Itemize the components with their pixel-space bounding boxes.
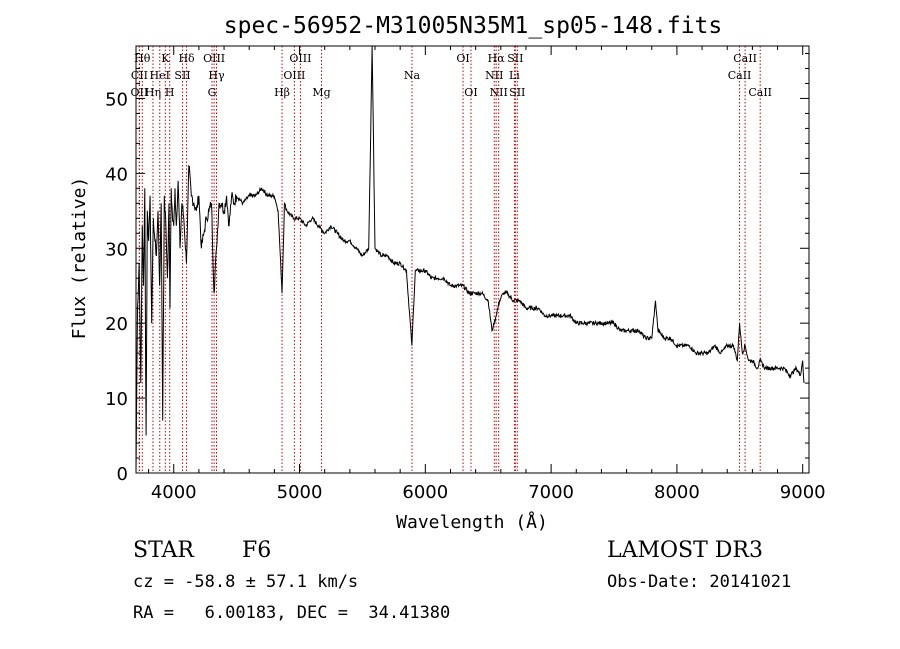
x-tick-label-3: 7000	[528, 482, 574, 503]
line-label-14: OIII	[289, 52, 311, 65]
line-label-15: Mg	[312, 86, 330, 99]
line-label-7: SII	[174, 69, 190, 82]
spectrum-layer	[135, 45, 805, 474]
line-label-9: G	[208, 86, 217, 99]
object-class: STAR	[133, 538, 194, 563]
redshift-velocity: cz = -58.8 ± 57.1 km/s	[133, 572, 359, 592]
spectrum-line	[135, 45, 805, 474]
line-label-26: CaII	[733, 52, 757, 65]
y-axis-label: Flux (relative)	[69, 177, 90, 340]
line-label-20: Hα	[488, 52, 506, 65]
line-label-5: K	[161, 52, 170, 65]
line-label-25: CaII	[728, 69, 752, 82]
line-label-4: HeI	[150, 69, 170, 82]
line-label-2: Hθ	[134, 52, 151, 65]
observation-date: Obs-Date: 20141021	[607, 572, 792, 592]
x-tick-label-5: 9000	[780, 482, 826, 503]
line-label-18: OI	[464, 86, 477, 99]
x-tick-label-1: 5000	[277, 482, 323, 503]
y-tick-label-2: 20	[105, 314, 128, 335]
line-label-17: OI	[456, 52, 469, 65]
line-label-23: Li	[509, 69, 520, 82]
y-tick-label-3: 30	[105, 239, 128, 260]
line-label-13: OIII	[283, 69, 305, 82]
y-tick-label-0: 0	[117, 464, 128, 485]
survey-name: LAMOST DR3	[607, 538, 763, 563]
line-label-0: CII	[131, 69, 148, 82]
line-label-11: Hγ	[208, 69, 225, 82]
line-label-10: OIII	[203, 52, 225, 65]
line-label-8: Hδ	[178, 52, 195, 65]
line-label-3: Hη	[145, 86, 161, 99]
line-label-1: OII	[131, 86, 149, 99]
x-axis-label: Wavelength (Å)	[396, 511, 548, 533]
object-subclass: F6	[242, 538, 272, 563]
line-label-22: SII	[507, 52, 523, 65]
y-tick-label-5: 50	[105, 89, 128, 110]
y-tick-label-1: 10	[105, 389, 128, 410]
line-label-27: CaII	[748, 86, 772, 99]
spectral-line-markers	[138, 46, 761, 473]
x-tick-label-0: 4000	[151, 482, 197, 503]
line-label-19: NII	[485, 69, 503, 82]
axis-ticks: 4000 5000 6000 7000 8000 9000 0 10 20 30 40 50	[105, 46, 826, 503]
line-label-6: H	[165, 86, 175, 99]
line-label-21: NII	[490, 86, 508, 99]
spectral-line-labels: CII OII Hθ Hη HeI K H SII Hδ G OIII Hγ Hβ OIII OIII Mg N…	[131, 52, 772, 99]
line-label-16: Na	[404, 69, 421, 82]
coordinates: RA = 6.00183, DEC = 34.41380	[133, 603, 451, 623]
y-tick-label-4: 40	[105, 164, 128, 185]
chart-title: spec-56952-M31005N35M1_sp05-148.fits	[224, 13, 723, 39]
line-label-12: Hβ	[274, 86, 290, 99]
x-tick-label-2: 6000	[402, 482, 448, 503]
line-label-24: SII	[509, 86, 525, 99]
x-tick-label-4: 8000	[654, 482, 700, 503]
plot-frame	[135, 45, 810, 474]
